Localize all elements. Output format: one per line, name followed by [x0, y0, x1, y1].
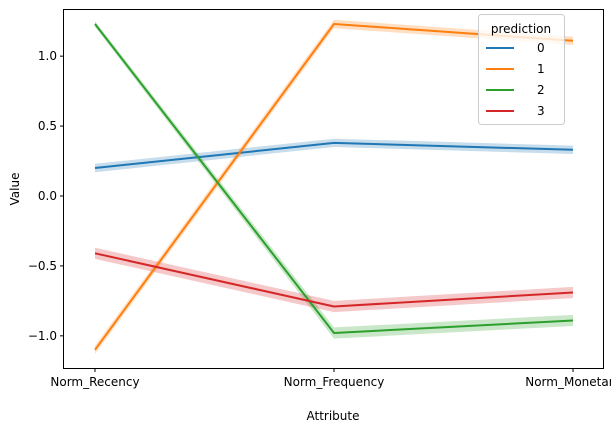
legend: prediction 0 1 2 3: [478, 14, 565, 125]
legend-label-2: 2: [537, 83, 545, 97]
series-0-line: [94, 141, 574, 169]
legend-label-1: 1: [537, 62, 545, 76]
x-tick-label: Norm_Recency: [50, 375, 139, 389]
y-axis-ticks: −1.0 −0.5 0.0 0.5 1.0: [28, 49, 64, 343]
y-tick-label: 0.0: [38, 189, 57, 203]
x-axis-label: Attribute: [307, 409, 360, 423]
y-tick-label: 1.0: [38, 49, 57, 63]
series-3-band: [95, 247, 573, 313]
legend-label-0: 0: [537, 41, 545, 55]
x-axis-ticks: Norm_Recency Norm_Frequency Norm_Monetary: [50, 368, 611, 389]
x-tick-label: Norm_Frequency: [284, 375, 385, 389]
y-tick-label: 0.5: [38, 119, 57, 133]
legend-frame: [478, 14, 565, 125]
legend-label-3: 3: [537, 104, 545, 118]
y-tick-label: −1.0: [28, 329, 57, 343]
series-3-line: [94, 252, 574, 308]
y-tick-label: −0.5: [28, 259, 57, 273]
x-tick-label: Norm_Monetary: [525, 375, 611, 389]
series-2-line: [94, 23, 574, 334]
legend-title: prediction: [491, 22, 551, 36]
y-axis-label: Value: [8, 173, 22, 206]
